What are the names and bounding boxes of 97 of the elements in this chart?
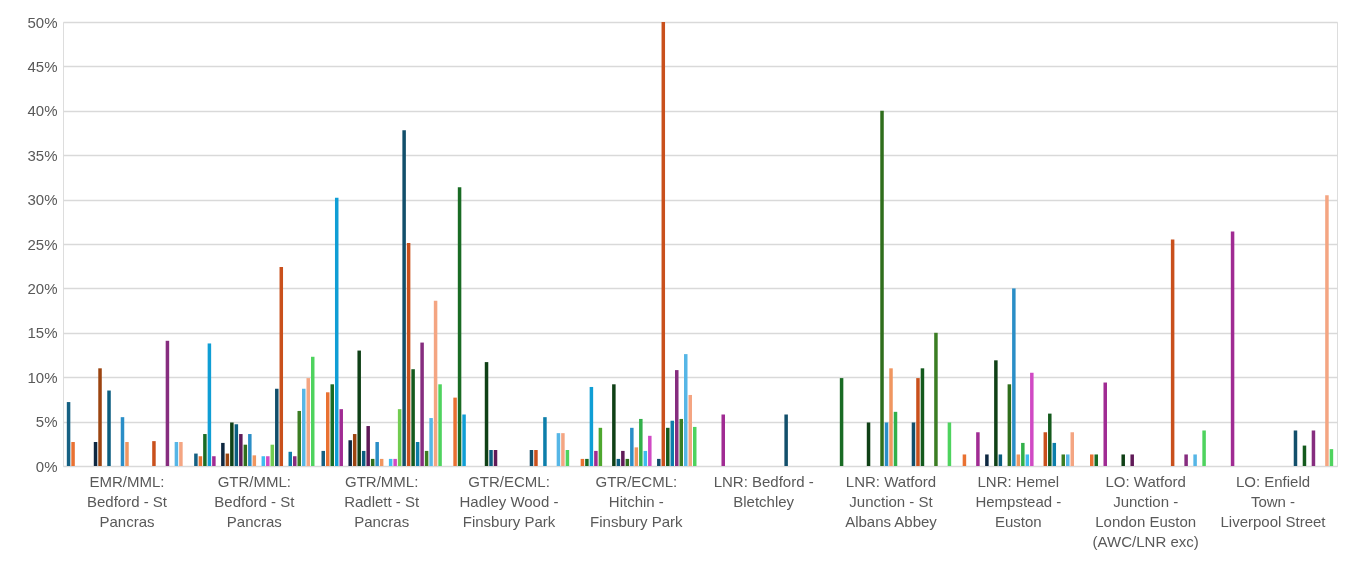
x-tick-label: GTR/ECML: Hitchin - Finsbury Park bbox=[590, 472, 684, 530]
bar bbox=[648, 435, 652, 466]
x-tick-label: EMR/MML: Bedford - St Pancras bbox=[86, 472, 168, 530]
bar bbox=[293, 456, 297, 466]
bar bbox=[639, 418, 643, 466]
bar bbox=[239, 434, 243, 466]
bar bbox=[889, 368, 893, 466]
bar bbox=[721, 414, 725, 466]
bar bbox=[420, 342, 424, 466]
x-tick-label: LNR: Hemel Hempstead - Euston bbox=[975, 472, 1062, 530]
bar bbox=[1090, 454, 1094, 466]
bar bbox=[1016, 454, 1021, 466]
bar bbox=[411, 369, 415, 466]
bar bbox=[393, 458, 397, 466]
bar bbox=[962, 454, 967, 466]
bar bbox=[221, 442, 225, 466]
bar bbox=[1025, 454, 1030, 466]
bar bbox=[880, 110, 884, 466]
bar bbox=[585, 458, 589, 466]
bar bbox=[784, 414, 788, 466]
bar bbox=[275, 388, 279, 466]
bar bbox=[916, 378, 920, 466]
bar bbox=[98, 368, 102, 466]
bar bbox=[462, 414, 466, 466]
bar bbox=[543, 417, 547, 466]
bar bbox=[1193, 454, 1197, 466]
bar bbox=[684, 354, 688, 466]
bar bbox=[357, 350, 361, 466]
bar bbox=[998, 454, 1003, 466]
x-tick-label: LNR: Bedford - Bletchley bbox=[713, 472, 814, 510]
bar bbox=[561, 433, 565, 466]
bar bbox=[152, 441, 156, 466]
x-tick-label: GTR/MML: Radlett - St Pancras bbox=[344, 472, 421, 530]
bar bbox=[71, 442, 75, 466]
y-tick-label: 0% bbox=[35, 457, 58, 475]
y-tick-label: 50% bbox=[27, 13, 58, 31]
y-tick-label: 10% bbox=[27, 368, 58, 386]
x-tick-label: GTR/MML: Bedford - St Pancras bbox=[214, 472, 296, 530]
bar bbox=[612, 384, 616, 466]
bar bbox=[375, 442, 379, 466]
bar bbox=[230, 422, 234, 466]
bar bbox=[934, 332, 938, 466]
y-tick-label: 20% bbox=[27, 279, 58, 297]
bar bbox=[1012, 288, 1016, 466]
bar bbox=[1061, 454, 1066, 466]
bar bbox=[348, 440, 352, 466]
bar bbox=[203, 434, 207, 466]
bar bbox=[1103, 382, 1107, 466]
bar bbox=[330, 384, 334, 466]
x-tick-label: LO: Enfield Town - Liverpool Street bbox=[1220, 472, 1327, 530]
y-tick-label: 15% bbox=[27, 324, 58, 342]
y-tick-label: 35% bbox=[27, 146, 58, 164]
bar bbox=[1184, 454, 1188, 466]
y-tick-label: 5% bbox=[35, 413, 58, 431]
bar bbox=[1094, 454, 1098, 466]
bar bbox=[1030, 372, 1034, 466]
bar bbox=[179, 442, 183, 466]
bar bbox=[212, 456, 216, 466]
bar bbox=[621, 450, 625, 466]
bar bbox=[1130, 454, 1134, 466]
bar bbox=[194, 453, 198, 466]
y-tick-label: 40% bbox=[27, 102, 58, 120]
y-tick-label: 25% bbox=[27, 235, 58, 253]
bar bbox=[994, 360, 998, 466]
x-tick-label: LNR: Watford Junction - St Albans Abbey bbox=[845, 472, 938, 530]
bar bbox=[125, 442, 129, 466]
y-tick-label: 30% bbox=[27, 191, 58, 209]
bar bbox=[366, 426, 370, 466]
bar bbox=[534, 450, 538, 466]
bar bbox=[630, 427, 634, 466]
bar bbox=[594, 450, 598, 466]
x-tick-label: GTR/ECML: Hadley Wood - Finsbury Park bbox=[459, 472, 559, 530]
bar bbox=[402, 130, 406, 466]
bar bbox=[107, 390, 111, 466]
bar bbox=[489, 450, 493, 466]
bar bbox=[1066, 454, 1070, 466]
bar bbox=[657, 458, 661, 466]
bar bbox=[666, 427, 670, 466]
bar bbox=[266, 456, 270, 466]
bar bbox=[438, 384, 442, 466]
bar bbox=[306, 378, 310, 466]
bar bbox=[1048, 413, 1052, 466]
bar bbox=[339, 409, 343, 466]
bar bbox=[321, 450, 325, 466]
bar bbox=[675, 370, 679, 466]
bar bbox=[1121, 454, 1125, 466]
bar bbox=[248, 434, 252, 466]
bar bbox=[302, 388, 306, 466]
bar bbox=[985, 454, 989, 466]
bar bbox=[1021, 442, 1025, 466]
bar bbox=[1202, 430, 1206, 466]
y-tick-label: 45% bbox=[27, 57, 58, 75]
bar bbox=[1325, 195, 1329, 466]
bar bbox=[453, 397, 457, 466]
bar bbox=[429, 418, 433, 466]
bar bbox=[976, 432, 980, 466]
x-tick-label: LO: Watford Junction - London Euston (AWC/LNR exc) bbox=[1092, 472, 1199, 550]
